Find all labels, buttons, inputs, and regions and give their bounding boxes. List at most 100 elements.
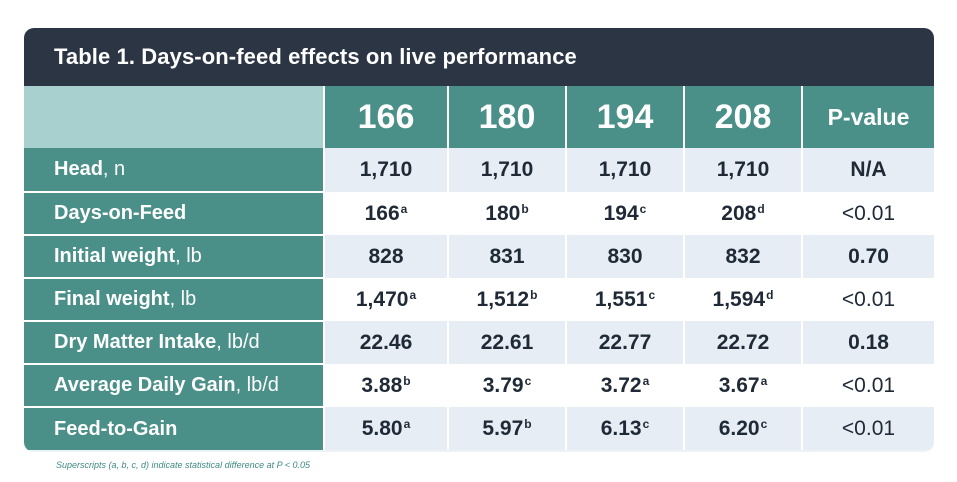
row-label: Days-on-Feed [24,192,324,236]
value-cell: 1,710 [323,148,448,192]
cell-superscript: d [757,201,765,216]
cell-superscript: a [642,373,650,388]
row-label-unit: , lb/d [216,331,260,353]
table-row: Head, n 1,710 1,710 1,710 1,710 N/A [24,148,934,193]
cell-value: 166 [364,201,400,225]
table-body: Head, n 1,710 1,710 1,710 1,710 N/A Days-on-Fe… [24,148,934,450]
row-label-unit: , lb [169,288,197,310]
table-row: Final weight, lb 1,470a 1,512b 1,551c 1,594d… [24,278,934,322]
value-cell: 1,512b [447,278,566,321]
value-cell: 1,710 [683,148,802,192]
cell-value: 5.80 [361,416,403,440]
value-cell: 832 [683,235,802,278]
row-label-name: Initial weight [54,245,176,267]
p-value-cell: <0.01 [801,407,934,450]
value-cell: 3.72a [565,364,684,407]
table-row: Days-on-Feed 166a 180b 194c 208d <0.01 [24,192,934,236]
value-cell: 1,710 [447,148,566,192]
cell-value: 1,710 [598,158,652,181]
cell-value: 1,710 [359,158,413,181]
p-value-cell: N/A [801,148,934,192]
p-value-cell: 0.70 [801,235,934,278]
value-cell: 5.97b [447,407,566,450]
column-header: 208 [683,86,802,148]
cell-value: 3.88 [361,373,403,397]
cell-superscript: c [642,416,650,431]
row-label-name: Head [54,158,103,180]
row-label-name: Dry Matter Intake [54,331,217,353]
cell-superscript: d [766,287,774,302]
row-label-name: Average Daily Gain [54,374,236,396]
cell-value: 3.67 [718,373,760,397]
performance-table: 166 180 194 208 P-value Head, n 1,710 1,71… [24,86,934,450]
value-cell: 22.46 [323,321,448,364]
row-label-unit: , lb [175,245,202,267]
row-label: Dry Matter Intake, lb/d [24,321,324,365]
value-cell: 1,470a [323,278,448,321]
row-label-unit: , n [102,158,126,180]
value-cell: 208d [683,192,802,235]
value-cell: 194c [565,192,684,235]
row-label-name: Final weight [54,288,170,310]
row-label-name: Feed-to-Gain [54,417,178,440]
p-value-cell: <0.01 [801,192,934,235]
cell-value: 180 [485,201,521,225]
row-label: Average Daily Gain, lb/d [24,364,324,408]
title-bar: Table 1. Days-on-feed effects on live pe… [24,28,934,86]
cell-value: 3.72 [600,373,642,397]
cell-superscript: a [400,201,408,216]
value-cell: 3.88b [323,364,448,407]
row-label-unit: , lb/d [235,374,279,396]
value-cell: 180b [447,192,566,235]
column-header: 180 [447,86,566,148]
cell-value: 1,470 [355,287,409,311]
row-label: Head, n [24,148,324,193]
cell-superscript: a [403,416,411,431]
value-cell: 3.67a [683,364,802,407]
row-label: Initial weight, lb [24,235,324,279]
cell-superscript: a [760,373,768,388]
cell-value: 3.79 [482,373,524,397]
value-cell: 828 [323,235,448,278]
cell-superscript: c [648,287,656,302]
value-cell: 22.72 [683,321,802,364]
p-value-cell: 0.18 [801,321,934,364]
cell-superscript: b [521,201,529,216]
cell-superscript: b [530,287,538,302]
cell-value: 831 [489,244,525,268]
cell-value: 832 [725,244,761,268]
cell-value: 1,710 [716,158,770,181]
header-corner [24,86,324,148]
cell-value: 1,710 [480,158,534,181]
cell-superscript: b [403,373,411,388]
p-value-cell: <0.01 [801,278,934,321]
cell-value: 1,512 [476,287,530,311]
value-cell: 22.61 [447,321,566,364]
table-card: Table 1. Days-on-feed effects on live pe… [24,28,934,452]
cell-value: 5.97 [482,416,524,440]
column-header: 166 [323,86,448,148]
cell-value: 1,551 [594,287,648,311]
cell-superscript: c [760,416,768,431]
value-cell: 1,710 [565,148,684,192]
table-row: Feed-to-Gain 5.80a 5.97b 6.13c 6.20c <0.01 [24,407,934,450]
cell-superscript: c [524,373,532,388]
column-header-p-value: P-value [801,86,934,148]
column-header: 194 [565,86,684,148]
value-cell: 830 [565,235,684,278]
table-row: Average Daily Gain, lb/d 3.88b 3.79c 3.72a 3… [24,364,934,408]
cell-value: 194 [603,201,639,225]
value-cell: 22.77 [565,321,684,364]
cell-superscript: c [639,201,647,216]
value-cell: 6.20c [683,407,802,450]
cell-value: 208 [721,201,757,225]
row-label: Feed-to-Gain [24,407,324,450]
footnote: Superscripts (a, b, c, d) indicate stati… [56,460,311,470]
table-title: Table 1. Days-on-feed effects on live pe… [54,44,577,69]
value-cell: 6.13c [565,407,684,450]
row-label: Final weight, lb [24,278,324,322]
value-cell: 3.79c [447,364,566,407]
cell-value: 22.61 [480,330,534,354]
p-value-cell: <0.01 [801,364,934,407]
value-cell: 5.80a [323,407,448,450]
